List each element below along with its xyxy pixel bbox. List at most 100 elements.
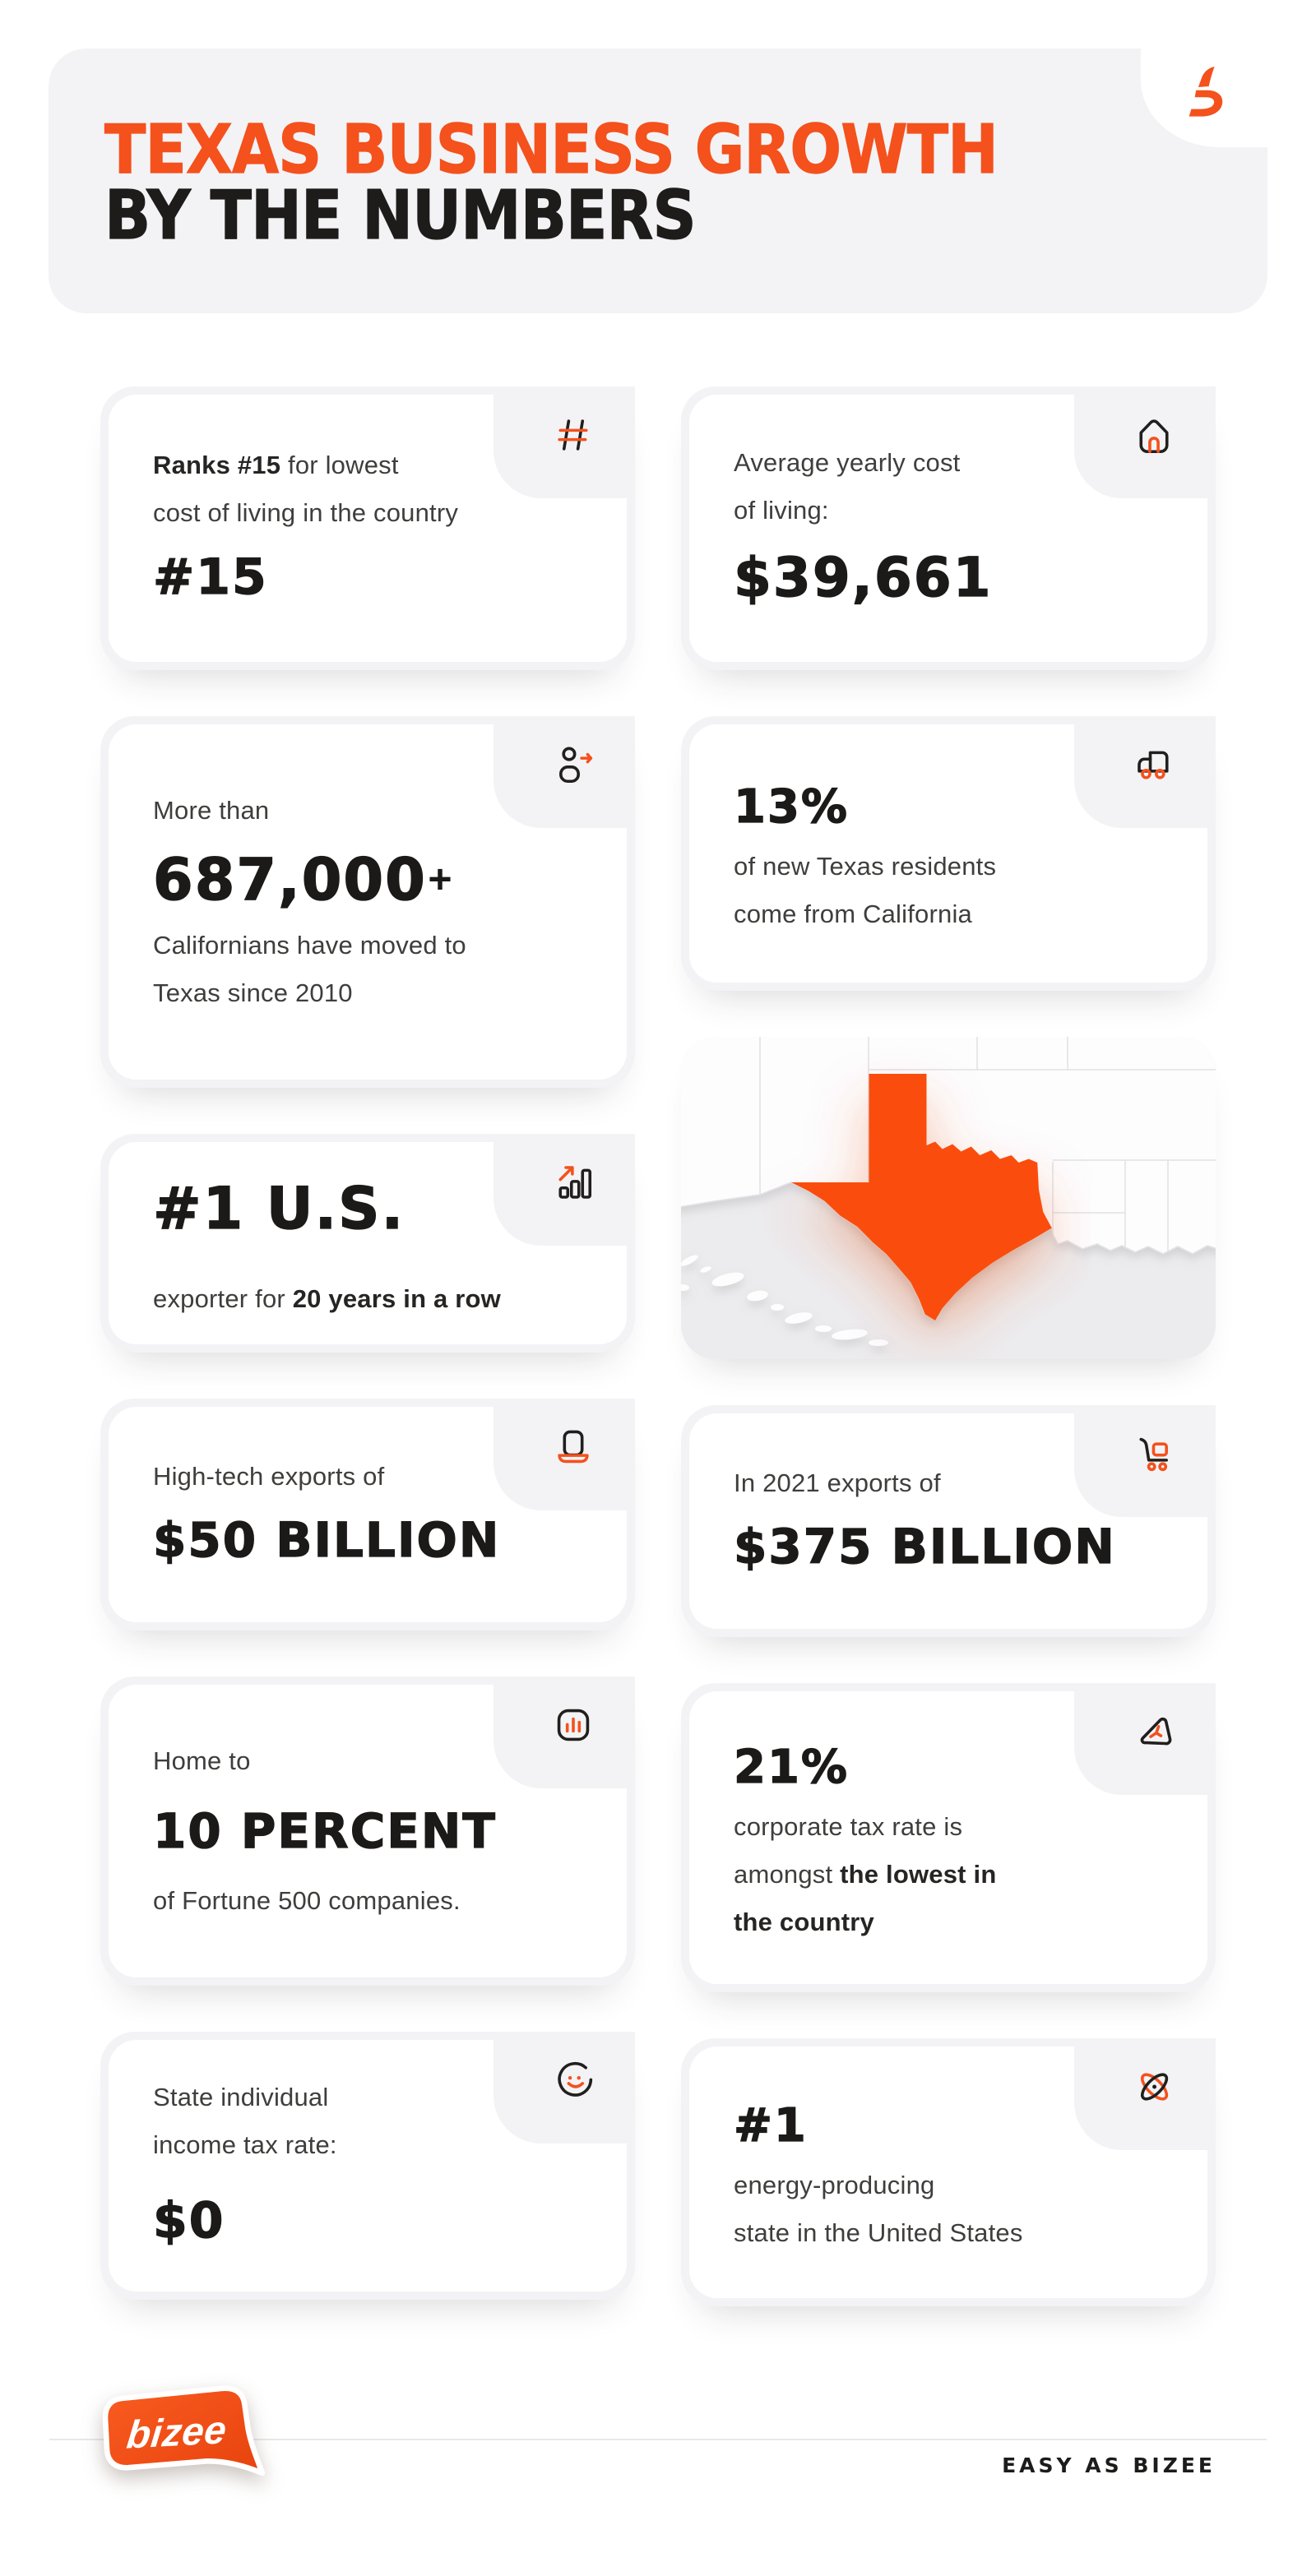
chart-square-icon bbox=[551, 1703, 595, 1747]
card-corner-notch bbox=[494, 1134, 635, 1246]
avg-yearly-cost-card: Average yearly cost of living: $39,661 bbox=[681, 386, 1216, 670]
card-content: More than 687,000+ Californians have moved… bbox=[100, 716, 635, 1088]
card-text: energy-producing bbox=[734, 2162, 1163, 2209]
truck-icon bbox=[1132, 742, 1176, 787]
atom-icon bbox=[1132, 2065, 1176, 2109]
card-text: amongst the lowest in bbox=[734, 1851, 1163, 1898]
growth-bars-icon bbox=[551, 1160, 595, 1205]
card-text-segment: Home to bbox=[153, 1746, 251, 1775]
card-big-value: #1 U.S. bbox=[152, 1174, 405, 1242]
card-text: Texas since 2010 bbox=[153, 969, 582, 1017]
card-big-value: 13% bbox=[733, 779, 850, 834]
energy-producing-card: #1 energy-producing state in the United St… bbox=[681, 2038, 1216, 2306]
card-content: State individual income tax rate: $0 bbox=[100, 2032, 635, 2300]
corporate-tax-card: 21% corporate tax rate is amongst the lowe… bbox=[681, 1683, 1216, 1992]
card-text: of new Texas residents bbox=[734, 843, 1163, 890]
card-text: Home to bbox=[153, 1737, 582, 1785]
smiley-icon bbox=[551, 2058, 595, 2102]
card-content: High-tech exports of $50 BILLION bbox=[100, 1399, 635, 1630]
texas-shape bbox=[791, 1074, 1052, 1320]
card-corner-notch bbox=[494, 2032, 635, 2144]
card-text-segment: In 2021 exports of bbox=[734, 1468, 941, 1497]
card-big-value: $39,661 bbox=[733, 545, 993, 609]
page-title-line1: TEXAS BUSINESS GROWTH bbox=[104, 111, 999, 189]
footer: bizee EASY AS BIZEE bbox=[0, 2352, 1316, 2527]
footer-tagline: EASY AS BIZEE bbox=[1002, 2453, 1216, 2477]
card-text-segment: income tax rate: bbox=[153, 2130, 337, 2159]
page-title: TEXAS BUSINESS GROWTH BY THE NUMBERS bbox=[104, 111, 1097, 255]
card-corner-notch bbox=[1074, 2038, 1216, 2150]
card-big-value: 21% bbox=[733, 1740, 850, 1794]
hash-icon bbox=[551, 413, 595, 457]
card-text-segment: exporter for bbox=[153, 1284, 293, 1314]
card-text-bold: the country bbox=[734, 1908, 874, 1937]
card-corner-notch bbox=[494, 716, 635, 828]
exports-2021-card: In 2021 exports of $375 BILLION bbox=[681, 1405, 1216, 1637]
card-text: state in the United States bbox=[734, 2209, 1163, 2257]
card-big-value: $50 BILLION bbox=[152, 1511, 501, 1568]
card-text-segment: state in the United States bbox=[734, 2218, 1023, 2248]
card-text: More than bbox=[153, 787, 582, 835]
footer-divider bbox=[49, 2439, 1267, 2440]
card-content: In 2021 exports of $375 BILLION bbox=[681, 1405, 1216, 1637]
paper-plane-icon bbox=[1132, 1709, 1176, 1754]
card-text-segment: come from California bbox=[734, 900, 972, 929]
card-text-bold: 20 years in a row bbox=[292, 1284, 501, 1314]
card-content: #1 energy-producing state in the United St… bbox=[681, 2038, 1216, 2306]
card-text: come from California bbox=[734, 890, 1163, 938]
card-text-segment: Californians have moved to bbox=[153, 931, 466, 960]
card-text-segment: of living: bbox=[734, 495, 829, 525]
card-text-segment: Average yearly cost bbox=[734, 447, 961, 477]
new-residents-california-card: 13% of new Texas residents come from Calif… bbox=[681, 716, 1216, 991]
card-text-segment: More than bbox=[153, 795, 270, 825]
bizee-logo: bizee bbox=[94, 2383, 271, 2496]
card-text: income tax rate: bbox=[153, 2121, 582, 2169]
card-text-segment: State individual bbox=[153, 2082, 329, 2111]
person-arrow-icon bbox=[551, 742, 595, 787]
card-corner-notch bbox=[494, 1676, 635, 1788]
card-big-value: #15 bbox=[152, 548, 268, 607]
card-content: Average yearly cost of living: $39,661 bbox=[681, 386, 1216, 670]
card-text-segment: energy-producing bbox=[734, 2171, 935, 2200]
card-text: corporate tax rate is bbox=[734, 1803, 1163, 1851]
card-text-bold: the lowest in bbox=[840, 1860, 997, 1889]
card-corner-notch bbox=[1074, 1683, 1216, 1795]
card-text: High-tech exports of bbox=[153, 1453, 582, 1501]
cost-of-living-rank-card: Ranks #15 for lowest cost of living in th… bbox=[100, 386, 635, 670]
us-exporter-card: #1 U.S. exporter for 20 years in a row bbox=[100, 1134, 635, 1353]
card-text: In 2021 exports of bbox=[734, 1459, 1163, 1507]
card-big-value: $375 BILLION bbox=[733, 1518, 1116, 1575]
fortune-500-card: Home to 10 PERCENT of Fortune 500 companie… bbox=[100, 1676, 635, 1986]
card-text-bold: Ranks #15 bbox=[153, 451, 288, 480]
left-column: Ranks #15 for lowest cost of living in th… bbox=[100, 386, 635, 2306]
card-content: #1 U.S. exporter for 20 years in a row bbox=[100, 1134, 635, 1353]
card-text-segment: for lowest bbox=[288, 451, 399, 480]
card-text: Ranks #15 for lowest bbox=[153, 442, 582, 489]
card-text-segment: amongst bbox=[734, 1860, 841, 1889]
card-text-segment: High-tech exports of bbox=[153, 1461, 385, 1491]
card-content: Home to 10 PERCENT of Fortune 500 companie… bbox=[100, 1676, 635, 1986]
card-big-value: 687,000+ bbox=[152, 845, 454, 913]
card-text: Californians have moved to bbox=[153, 922, 582, 969]
income-tax-card: State individual income tax rate: $0 bbox=[100, 2032, 635, 2300]
card-text-segment: of new Texas residents bbox=[734, 852, 997, 881]
laptop-icon bbox=[551, 1425, 595, 1469]
page-title-line2: BY THE NUMBERS bbox=[104, 177, 697, 255]
card-text: the country bbox=[734, 1898, 1163, 1946]
cart-icon bbox=[1132, 1431, 1176, 1476]
card-text: of living: bbox=[734, 487, 1163, 534]
card-text: exporter for 20 years in a row bbox=[153, 1275, 582, 1323]
card-content: Ranks #15 for lowest cost of living in th… bbox=[100, 386, 635, 670]
texas-map bbox=[681, 1037, 1216, 1359]
card-text: cost of living in the country bbox=[153, 489, 582, 537]
card-corner-notch bbox=[1074, 1405, 1216, 1517]
card-content: 13% of new Texas residents come from Calif… bbox=[681, 716, 1216, 991]
card-text-segment: Texas since 2010 bbox=[153, 978, 353, 1008]
card-text: State individual bbox=[153, 2074, 582, 2121]
card-text-segment: cost of living in the country bbox=[153, 498, 459, 528]
texas-map-card bbox=[681, 1037, 1216, 1359]
card-text-segment: of Fortune 500 companies. bbox=[153, 1886, 461, 1916]
card-text: of Fortune 500 companies. bbox=[153, 1877, 582, 1925]
card-big-value: #1 bbox=[733, 2098, 808, 2153]
stat-card-grid: Ranks #15 for lowest cost of living in th… bbox=[0, 386, 1316, 2306]
